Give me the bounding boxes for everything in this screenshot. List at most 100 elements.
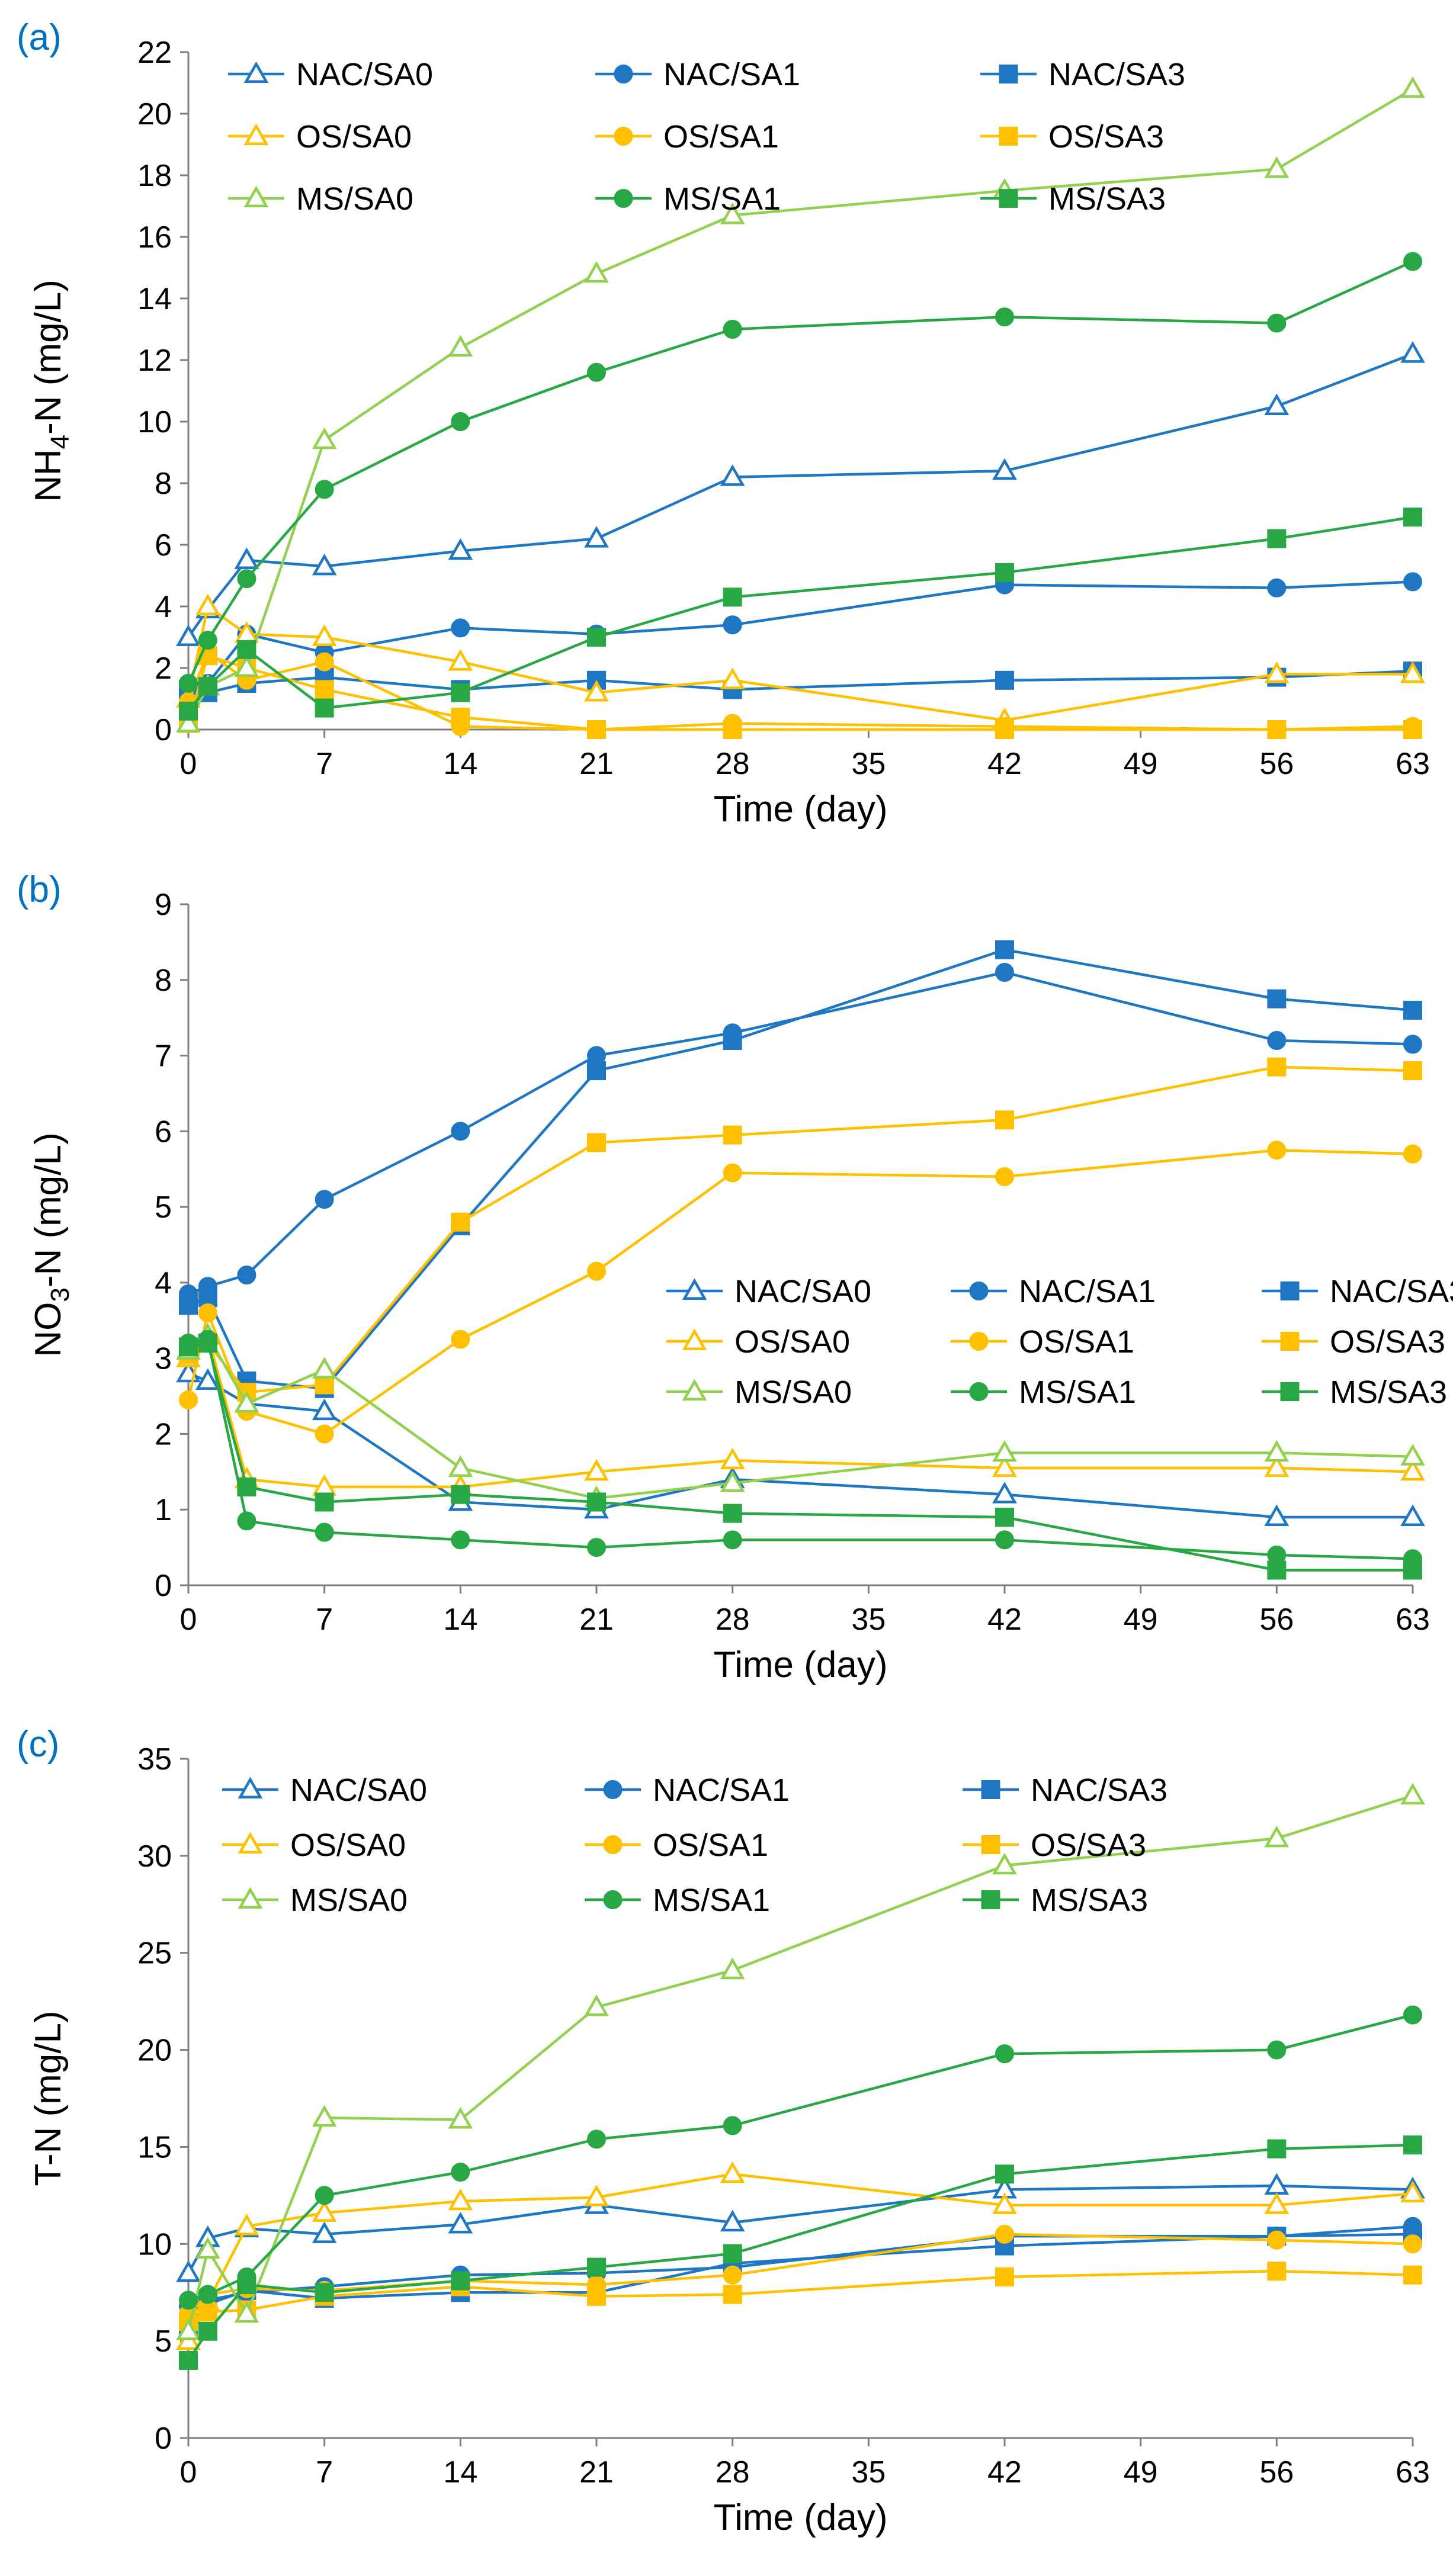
legend-item: OS/SA1 — [585, 1827, 768, 1863]
data-point — [234, 2301, 259, 2323]
legend-label: MS/SA1 — [1019, 1374, 1136, 1410]
data-point — [1264, 156, 1290, 178]
series-os-sa0 — [176, 2161, 1425, 2350]
data-point — [451, 1212, 470, 1232]
legend-item: OS/SA3 — [980, 119, 1164, 155]
y-tick-label: 30 — [137, 1839, 172, 1874]
data-point — [315, 1375, 334, 1395]
data-point — [312, 1357, 337, 1379]
legend-label: NAC/SA0 — [296, 57, 433, 92]
y-tick-label: 15 — [137, 2130, 172, 2164]
data-point — [451, 2163, 470, 2182]
data-point — [1264, 1440, 1290, 1462]
y-axis-title: NO3-N (mg/L) — [28, 1132, 75, 1357]
x-tick-label: 28 — [716, 747, 750, 781]
data-point — [1264, 2192, 1290, 2214]
series-line — [187, 2269, 1413, 2323]
y-axis-title-main: NO — [28, 1302, 69, 1357]
data-point — [1403, 1000, 1422, 1020]
data-point — [1267, 578, 1287, 598]
legend-label: OS/SA1 — [1019, 1324, 1134, 1360]
y-tick-label: 0 — [155, 2421, 172, 2456]
data-point — [995, 2164, 1014, 2184]
legend-marker — [981, 1890, 1000, 1909]
data-point — [584, 1994, 609, 2016]
data-point — [992, 2192, 1017, 2214]
data-point — [1403, 1144, 1422, 1164]
data-point — [1403, 1035, 1422, 1054]
series-ms-sa3 — [179, 508, 1422, 721]
data-point — [234, 655, 259, 677]
x-axis-title: Time (day) — [714, 2497, 888, 2538]
x-tick-label: 56 — [1259, 1602, 1294, 1637]
data-point — [234, 1390, 259, 1413]
series-line — [187, 2173, 1413, 2342]
data-point — [1267, 529, 1287, 548]
data-point — [176, 624, 201, 646]
data-point — [584, 526, 609, 548]
legend-item: OS/SA0 — [666, 1324, 850, 1360]
legend-marker — [981, 1780, 1000, 1799]
series-line — [187, 88, 1414, 724]
x-tick-label: 49 — [1124, 2455, 1158, 2490]
data-point — [587, 1538, 606, 1557]
legend-item: MS/SA1 — [951, 1374, 1136, 1410]
y-tick-label: 4 — [155, 1266, 172, 1300]
x-tick-label: 49 — [1124, 1602, 1158, 1637]
data-point — [1400, 1504, 1425, 1526]
data-point — [723, 2265, 742, 2285]
legend-label: OS/SA3 — [1048, 119, 1164, 155]
data-point — [723, 1530, 742, 1550]
data-point — [195, 593, 220, 615]
y-axis-title-rest: -N (mg/L) — [28, 280, 69, 435]
data-point — [587, 362, 606, 382]
data-point — [1403, 2234, 1422, 2254]
legend-label: NAC/SA0 — [734, 1274, 871, 1309]
y-tick-label: 18 — [137, 159, 172, 193]
legend-item: MS/SA3 — [963, 1883, 1148, 1918]
data-point — [723, 2116, 742, 2135]
data-point — [451, 1122, 470, 1141]
data-point — [198, 2321, 217, 2341]
data-point — [1403, 1061, 1422, 1081]
y-tick-label: 10 — [137, 2227, 172, 2262]
x-tick-label: 42 — [987, 2455, 1022, 2490]
x-tick-label: 49 — [1124, 747, 1158, 781]
data-point — [587, 1133, 606, 1152]
data-point — [1264, 1455, 1290, 1477]
data-point — [198, 1334, 217, 1353]
panel-a: 0 2 4 6 8 10 12 14 16 18 20 22 0 7 14 21 28 35 42 49 56 63 Tim… — [17, 17, 1430, 830]
legend-label: NAC/SA1 — [1019, 1274, 1156, 1309]
data-point — [587, 2286, 606, 2306]
legend-item: NAC/SA3 — [980, 57, 1185, 92]
y-tick-label: 6 — [155, 528, 172, 563]
data-point — [723, 2244, 742, 2263]
legend-marker — [243, 61, 269, 83]
series-ms-sa0 — [176, 1782, 1425, 2340]
data-point — [312, 624, 337, 646]
legend-marker — [603, 1780, 623, 1799]
data-point — [1403, 2265, 1422, 2285]
data-point — [1400, 1782, 1425, 1805]
y-tick-label: 12 — [137, 343, 172, 378]
series-line — [188, 669, 1413, 694]
x-tick-label: 21 — [579, 1602, 614, 1637]
data-point — [1264, 661, 1290, 683]
data-point — [179, 1337, 198, 1357]
data-point — [1267, 989, 1287, 1008]
series-line — [188, 1372, 1413, 1519]
data-point — [995, 1110, 1014, 1130]
data-point — [587, 1261, 606, 1281]
x-tick-label: 42 — [987, 747, 1022, 781]
data-point — [587, 1492, 606, 1512]
legend-marker — [969, 1281, 989, 1300]
legend-marker — [614, 65, 633, 83]
data-point — [237, 640, 256, 659]
data-point — [1267, 1031, 1287, 1050]
legend-label: MS/SA3 — [1330, 1374, 1447, 1410]
data-point — [1403, 720, 1422, 739]
y-axis-title: T-N (mg/L) — [28, 2010, 69, 2186]
data-point — [312, 2200, 337, 2222]
data-point — [1267, 313, 1287, 333]
legend-marker — [1280, 1332, 1300, 1351]
